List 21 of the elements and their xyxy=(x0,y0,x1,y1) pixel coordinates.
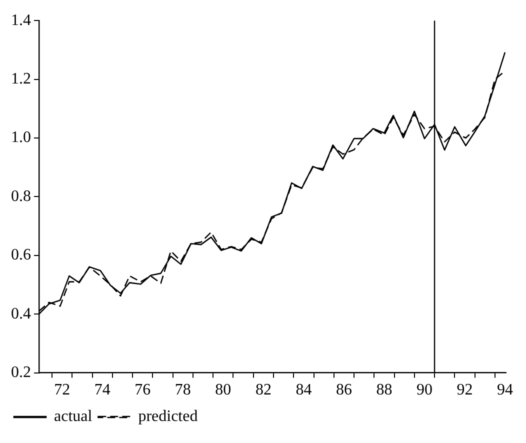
legend-label: predicted xyxy=(138,408,198,426)
y-tick-label: 0.8 xyxy=(11,188,31,205)
x-tick-label: 80 xyxy=(215,382,232,399)
y-tick-label: 1.0 xyxy=(11,129,31,146)
x-tick-label: 72 xyxy=(54,382,70,399)
legend-label: actual xyxy=(54,408,93,426)
x-tick-label: 92 xyxy=(456,382,473,399)
x-tick-label: 74 xyxy=(94,382,110,399)
x-tick-label: 82 xyxy=(255,382,272,399)
y-tick-label: 1.4 xyxy=(11,12,31,29)
y-tick-label: 1.2 xyxy=(11,70,31,88)
y-tick-label: 0.6 xyxy=(11,246,31,264)
x-tick-label: 94 xyxy=(496,382,513,399)
x-tick-label: 78 xyxy=(174,382,191,399)
x-tick-label: 88 xyxy=(376,382,392,399)
y-tick-label: 0.2 xyxy=(11,364,31,382)
x-tick-label: 90 xyxy=(416,382,432,399)
x-tick-label: 86 xyxy=(336,382,352,399)
x-tick-label: 84 xyxy=(296,382,312,399)
x-tick-label: 76 xyxy=(134,382,151,399)
y-tick-label: 0.4 xyxy=(11,305,31,322)
